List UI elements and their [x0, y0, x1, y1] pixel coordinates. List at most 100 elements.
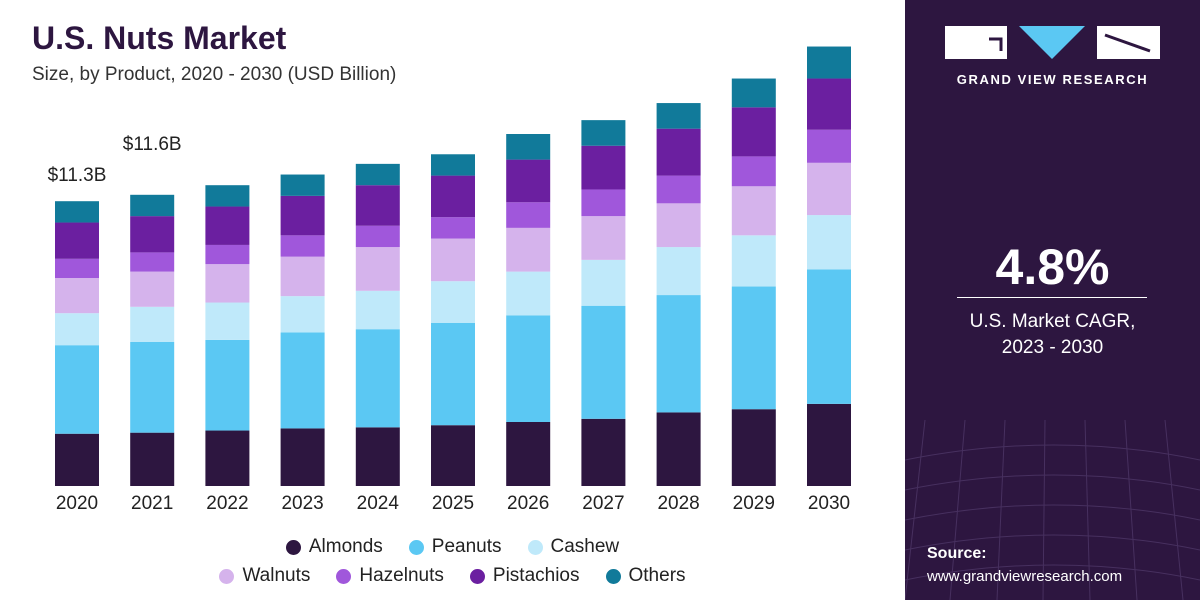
x-tick-label-2020: 2020 — [56, 493, 98, 514]
data-label-2020: $11.3B — [48, 165, 107, 186]
bar-segment-pistachios-2027 — [581, 145, 626, 190]
chart-area: U.S. Nuts Market Size, by Product, 2020 … — [0, 20, 905, 587]
bar-segment-almonds-2022 — [205, 430, 250, 486]
legend-item-peanuts: Peanuts — [408, 536, 502, 558]
cagr-label-line2: 2023 - 2030 — [1001, 337, 1104, 358]
bar-segment-walnuts-2030 — [807, 162, 851, 216]
bar-segment-cashew-2024 — [355, 290, 400, 330]
bar-segment-others-2027 — [581, 120, 626, 146]
bar-segment-hazelnuts-2022 — [205, 244, 250, 265]
bar-segment-pistachios-2026 — [506, 159, 551, 203]
x-tick-label-2026: 2026 — [507, 493, 549, 514]
x-tick-label-2028: 2028 — [657, 493, 699, 514]
bar-segment-others-2023 — [280, 174, 325, 196]
bar-segment-pistachios-2024 — [355, 185, 400, 226]
bar-segment-almonds-2020 — [55, 433, 99, 486]
bar-segment-cashew-2021 — [130, 306, 175, 342]
x-tick-label-2023: 2023 — [281, 493, 323, 514]
bar-segment-almonds-2029 — [731, 409, 776, 486]
legend-label-peanuts: Peanuts — [431, 536, 502, 557]
grand-view-research-logo — [945, 26, 1160, 59]
bar-segment-almonds-2027 — [581, 418, 626, 486]
x-tick-label-2022: 2022 — [206, 493, 248, 514]
x-tick-label-2024: 2024 — [357, 493, 400, 514]
cagr-divider — [957, 297, 1147, 298]
bar-segment-hazelnuts-2021 — [130, 252, 175, 272]
chart-subtitle: Size, by Product, 2020 - 2030 (USD Billi… — [32, 64, 397, 85]
bar-segment-others-2028 — [656, 103, 701, 129]
legend-item-pistachios: Pistachios — [469, 565, 580, 587]
decorative-grid — [905, 420, 1200, 600]
bar-segment-pistachios-2023 — [280, 195, 325, 236]
bar-segment-others-2030 — [807, 46, 851, 79]
bar-segment-peanuts-2024 — [355, 329, 400, 428]
legend-label-hazelnuts: Hazelnuts — [359, 565, 444, 586]
x-tick-label-2030: 2030 — [808, 493, 850, 514]
legend-swatch-pistachios — [469, 568, 485, 584]
bar-segment-others-2026 — [506, 134, 551, 160]
bar-segment-cashew-2028 — [656, 247, 701, 296]
bar-segment-others-2024 — [355, 163, 400, 186]
bar-segment-hazelnuts-2024 — [355, 225, 400, 248]
bar-segment-almonds-2023 — [280, 428, 325, 486]
bar-segment-peanuts-2030 — [807, 269, 851, 404]
cagr-value: 4.8% — [995, 239, 1110, 295]
bar-segment-pistachios-2030 — [807, 78, 851, 130]
bar-segment-pistachios-2022 — [205, 206, 250, 245]
bar-segment-peanuts-2029 — [731, 286, 776, 410]
bar-segment-others-2025 — [431, 154, 475, 176]
bar-segment-pistachios-2029 — [731, 107, 776, 157]
bar-segment-walnuts-2021 — [130, 271, 175, 307]
bar-segment-almonds-2030 — [807, 403, 851, 486]
bar-segment-peanuts-2028 — [656, 295, 701, 413]
bar-segment-hazelnuts-2026 — [506, 202, 551, 228]
bar-segment-walnuts-2020 — [55, 278, 99, 314]
legend-swatch-walnuts — [219, 568, 235, 584]
x-tick-label-2029: 2029 — [733, 493, 775, 514]
bar-segment-peanuts-2025 — [431, 322, 475, 426]
bar-segment-hazelnuts-2030 — [807, 129, 851, 163]
x-tick-label-2021: 2021 — [131, 493, 173, 514]
bar-segment-cashew-2030 — [807, 215, 851, 270]
bar-segment-hazelnuts-2028 — [656, 175, 701, 204]
source-title: Source: — [927, 545, 987, 562]
bar-segment-peanuts-2023 — [280, 332, 325, 429]
legend-label-pistachios: Pistachios — [492, 565, 580, 586]
bar-segment-hazelnuts-2025 — [431, 217, 475, 239]
bar-segment-cashew-2027 — [581, 259, 626, 306]
x-tick-label-2025: 2025 — [432, 493, 474, 514]
legend-item-others: Others — [605, 565, 686, 587]
brand-name: GRAND VIEW RESEARCH — [956, 72, 1149, 87]
bar-segment-almonds-2025 — [431, 425, 475, 486]
cagr-label-line1: U.S. Market CAGR, — [969, 311, 1136, 332]
bar-segment-walnuts-2024 — [355, 247, 400, 291]
chart-title: U.S. Nuts Market — [32, 20, 287, 56]
x-tick-label-2027: 2027 — [582, 493, 624, 514]
bar-segment-peanuts-2027 — [581, 305, 626, 419]
legend-label-cashew: Cashew — [550, 536, 620, 557]
bar-segment-cashew-2026 — [506, 271, 551, 316]
bar-segment-peanuts-2020 — [55, 345, 99, 434]
legend-item-almonds: Almonds — [285, 536, 383, 558]
bar-segment-walnuts-2029 — [731, 186, 776, 236]
bar-segment-walnuts-2023 — [280, 256, 325, 297]
data-label-2021: $11.6B — [123, 134, 182, 155]
legend-row-2: Walnuts Hazelnuts Pistachios Others — [0, 565, 905, 587]
bar-segment-walnuts-2022 — [205, 264, 250, 303]
bar-segment-walnuts-2025 — [431, 238, 475, 282]
legend-row-1: Almonds Peanuts Cashew — [0, 536, 905, 558]
legend-swatch-peanuts — [408, 539, 424, 555]
bar-segment-cashew-2029 — [731, 235, 776, 287]
legend-swatch-hazelnuts — [336, 568, 352, 584]
legend-item-hazelnuts: Hazelnuts — [336, 565, 444, 587]
bar-segment-cashew-2023 — [280, 296, 325, 333]
legend-swatch-cashew — [527, 539, 543, 555]
bar-segment-peanuts-2026 — [506, 315, 551, 422]
legend-label-almonds: Almonds — [308, 536, 383, 557]
bar-segment-hazelnuts-2027 — [581, 189, 626, 217]
bar-segment-walnuts-2028 — [656, 203, 701, 248]
bar-segment-pistachios-2021 — [130, 216, 175, 253]
source-url: www.grandviewresearch.com — [927, 568, 1123, 585]
bar-segment-cashew-2025 — [431, 281, 475, 323]
bar-segment-walnuts-2027 — [581, 216, 626, 260]
